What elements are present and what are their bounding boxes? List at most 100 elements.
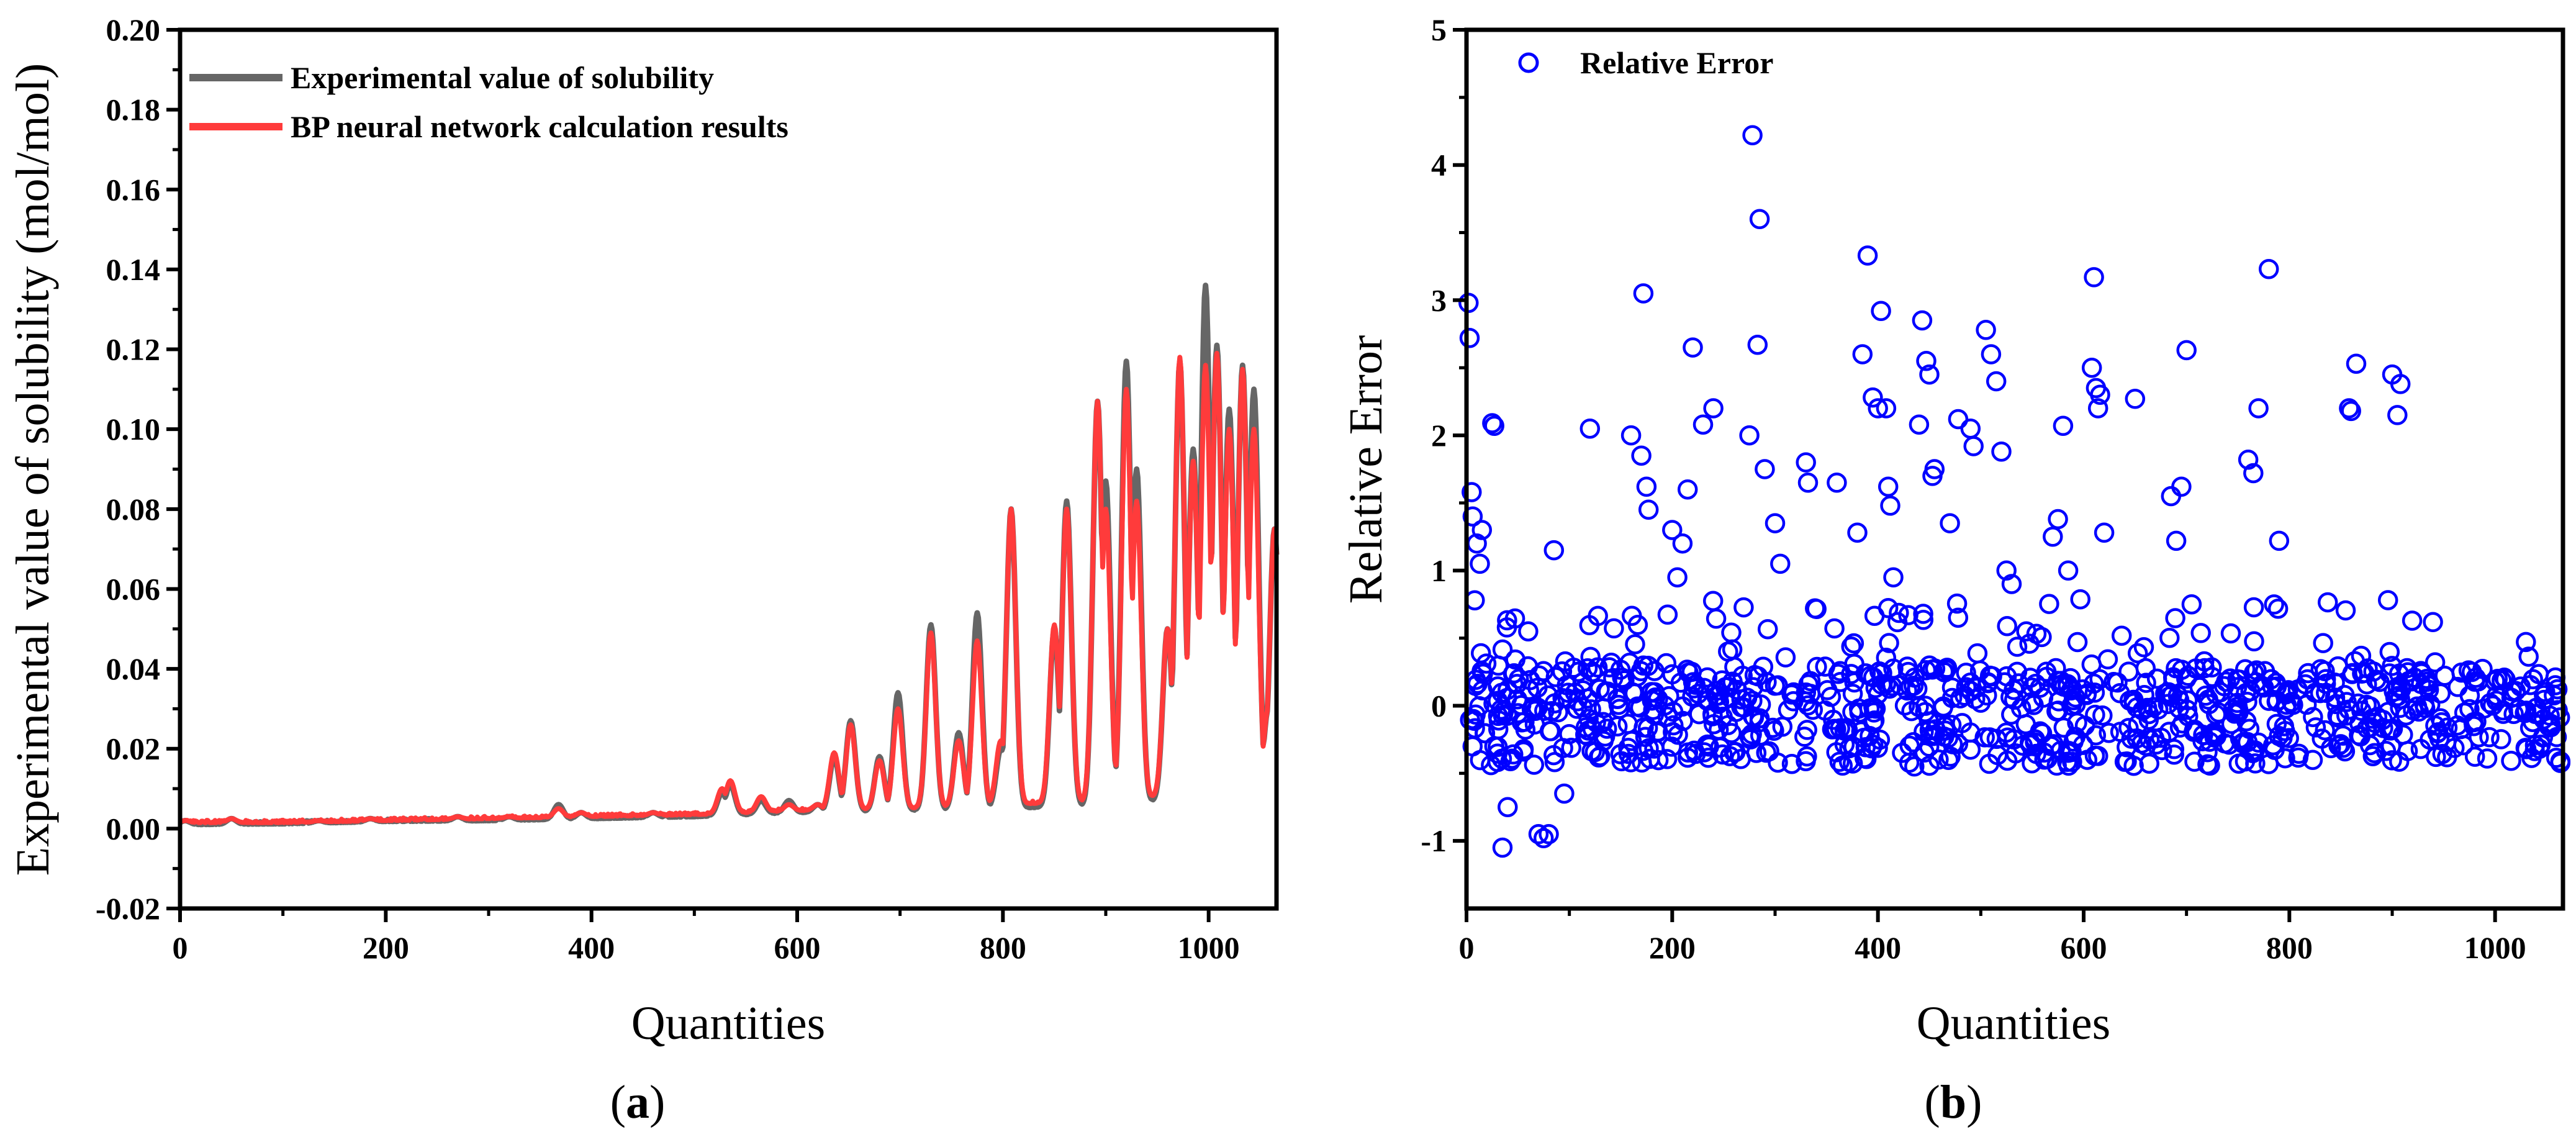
scatter-point — [2479, 727, 2500, 748]
scatter-point — [2171, 476, 2192, 497]
panel-a-xtick-label: 200 — [363, 930, 409, 965]
scatter-point — [1577, 658, 1598, 679]
scatter-point — [2087, 398, 2108, 419]
scatter-point — [1747, 334, 1768, 355]
scatter-point — [1505, 649, 1525, 670]
panel-b-xtick-label: 400 — [1855, 930, 1901, 965]
scatter-point — [2303, 707, 2323, 727]
scatter-point — [1765, 513, 1786, 533]
scatter-point — [1488, 676, 1508, 697]
scatter-point — [2516, 632, 2536, 653]
scatter-point — [1907, 678, 1928, 699]
scatter-point — [2007, 636, 2028, 657]
panel-a-ytick-label: -0.02 — [96, 891, 160, 926]
scatter-point — [2317, 592, 2338, 613]
scatter-point — [2535, 682, 2556, 702]
panel-a-ytick-label: 0.10 — [106, 412, 161, 446]
scatter-point — [2228, 753, 2249, 774]
scatter-point — [1879, 678, 1900, 699]
scatter-point — [2289, 743, 2309, 764]
scatter-point — [1740, 729, 1761, 750]
scatter-point — [1948, 733, 1969, 754]
panel-a-xtick-label: 600 — [774, 930, 820, 965]
scatter-point — [2088, 746, 2108, 766]
scatter-point — [2067, 712, 2087, 733]
panel-b-xtick-label: 0 — [1459, 930, 1475, 965]
scatter-point — [2425, 652, 2446, 673]
scatter-point — [2393, 724, 2413, 745]
scatter-point — [1851, 721, 1872, 742]
scatter-point — [2465, 668, 2486, 688]
scatter-point — [2026, 743, 2046, 764]
scatter-point — [1805, 598, 1825, 618]
scatter-point — [1579, 418, 1601, 439]
scatter-point — [1661, 736, 1682, 757]
panel-b-ytick-label: 3 — [1431, 283, 1447, 317]
scatter-point — [2127, 643, 2148, 664]
scatter-point — [1622, 605, 1642, 626]
scatter-point — [1498, 797, 1518, 817]
scatter-point — [2262, 676, 2283, 697]
scatter-point — [1996, 722, 2017, 743]
scatter-point — [1876, 674, 1897, 694]
panel-a-ytick-label: 0.08 — [106, 492, 161, 527]
scatter-point — [1527, 677, 1548, 698]
scatter-point — [2267, 598, 2289, 619]
scatter-point — [1940, 513, 1960, 533]
scatter-point — [1901, 700, 1922, 722]
scatter-point — [2132, 700, 2153, 721]
panel-b-frame — [1464, 27, 2565, 911]
scatter-point — [2344, 651, 2366, 671]
scatter-point — [1662, 520, 1683, 540]
scatter-point — [1887, 612, 1908, 633]
scatter-point — [2243, 463, 2264, 484]
scatter-point — [2387, 405, 2408, 425]
scatter-point — [2305, 717, 2326, 738]
scatter-point — [2104, 672, 2124, 692]
panel-a-ticks: 0 200 400 600 800 1000 -0.02 0.00 0.02 0.04 0.06 0.… — [96, 12, 1240, 965]
scatter-point — [2533, 709, 2554, 730]
scatter-point — [2090, 384, 2110, 405]
scatter-point — [2166, 530, 2187, 551]
scatter-point — [1689, 704, 1709, 725]
scatter-point — [1800, 671, 1821, 692]
scatter-point — [1587, 657, 1608, 678]
scatter-point — [2110, 683, 2130, 704]
scatter-point — [2390, 374, 2411, 394]
scatter-point — [2315, 720, 2335, 741]
scatter-point — [1841, 664, 1861, 684]
scatter-point — [1555, 651, 1576, 672]
scatter-point — [2165, 608, 2185, 628]
scatter-point — [1708, 694, 1729, 714]
scatter-point — [1688, 683, 1709, 704]
scatter-point — [1755, 459, 1775, 479]
scatter-point — [1633, 283, 1654, 304]
scatter-point — [2380, 736, 2402, 756]
panel-b-ticks: 0 200 400 600 800 1000 -1 0 1 2 3 4 5 — [1421, 12, 2526, 965]
scatter-point — [2094, 522, 2115, 543]
scatter-point — [2058, 560, 2079, 581]
scatter-point — [1604, 618, 1624, 639]
scatter-point — [1979, 753, 2000, 774]
panel-b-plot-area — [1458, 125, 2571, 858]
scatter-point — [1706, 609, 1727, 629]
scatter-point — [1772, 717, 1793, 737]
scatter-point — [2043, 527, 2063, 547]
scatter-point — [2053, 415, 2074, 437]
scatter-point — [1826, 718, 1846, 740]
scatter-point — [2279, 728, 2299, 748]
scatter-point — [2305, 682, 2326, 703]
scatter-point — [2169, 717, 2190, 738]
scatter-point — [1497, 705, 1517, 726]
scatter-point — [2099, 722, 2119, 743]
scatter-point — [1484, 415, 1504, 437]
scatter-point — [2084, 682, 2105, 703]
scatter-point — [1892, 743, 1912, 763]
scatter-point — [1597, 718, 1617, 739]
scatter-point — [2059, 741, 2079, 761]
scatter-point — [1871, 301, 1891, 322]
scatter-point — [1720, 746, 1740, 766]
scatter-point — [1796, 452, 1816, 473]
panel-b-ylabel: Relative Error — [1340, 335, 1392, 604]
scatter-point — [1967, 643, 1988, 664]
